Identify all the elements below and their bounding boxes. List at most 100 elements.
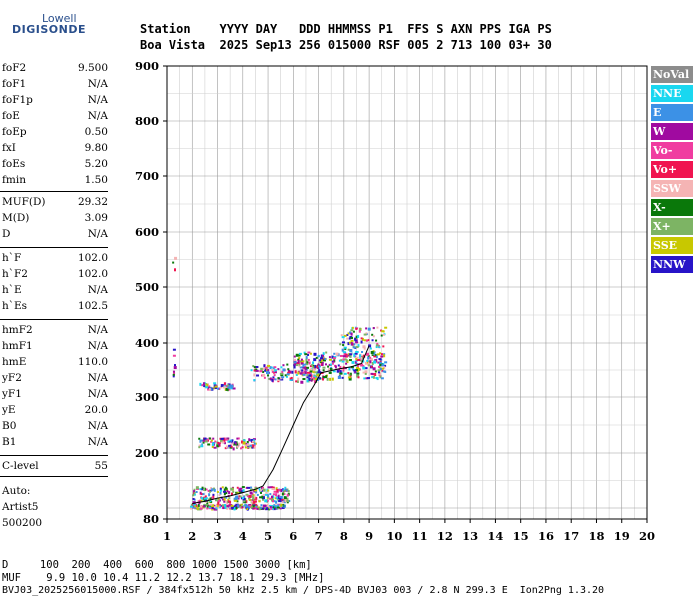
echo-point [353, 354, 356, 358]
echo-point [355, 346, 359, 349]
echo-point [367, 339, 370, 342]
param-separator [0, 319, 108, 320]
echo-point [208, 493, 211, 497]
echo-point [228, 500, 231, 503]
echo-point [245, 442, 248, 446]
x-tick-label: 13 [462, 529, 478, 543]
echo-point [380, 377, 384, 380]
echo-point [329, 367, 333, 370]
param-separator [0, 476, 108, 477]
echo-point [172, 261, 175, 264]
echo-point [226, 505, 230, 508]
echo-point [352, 346, 356, 349]
echo-point [356, 372, 360, 375]
echo-point [349, 353, 353, 356]
echo-point [230, 445, 233, 448]
echo-point [374, 353, 377, 356]
echo-point [259, 489, 262, 492]
echo-point [209, 497, 212, 500]
param-value: N/A [87, 228, 108, 240]
echo-point [371, 339, 374, 342]
echo-point [259, 496, 263, 499]
param-key: h`E [2, 284, 22, 296]
x-tick-label: 2 [188, 529, 196, 543]
echo-points [172, 256, 388, 511]
y-tick-label: 400 [135, 336, 159, 350]
echo-point [233, 507, 236, 511]
echo-point [193, 498, 196, 501]
echo-point [372, 367, 376, 371]
echo-point [350, 339, 354, 342]
echo-point [348, 353, 351, 356]
echo-point [294, 370, 297, 374]
echo-point [254, 489, 258, 492]
echo-point [328, 356, 331, 359]
param-hmf2: hmF2 N/A [2, 324, 108, 339]
echo-point [196, 506, 199, 510]
echo-point [270, 486, 274, 489]
legend-x: X- [651, 199, 693, 216]
echo-point [293, 363, 297, 366]
echo-point [373, 355, 377, 358]
echo-point [238, 490, 242, 494]
echo-point [314, 371, 318, 374]
echo-point [378, 346, 381, 349]
echo-point [211, 496, 214, 500]
echo-point [207, 498, 210, 501]
echo-point [194, 505, 197, 508]
echo-point [370, 365, 373, 368]
param-separator [0, 455, 108, 456]
echo-point [280, 366, 283, 369]
echo-point [203, 487, 206, 491]
param-key: yF1 [2, 388, 22, 400]
echo-point [338, 368, 341, 371]
echo-point [250, 506, 254, 509]
legend-vo: Vo- [651, 142, 693, 159]
echo-point [256, 374, 260, 377]
echo-point [172, 373, 175, 376]
echo-point [214, 440, 217, 443]
echo-point [219, 487, 222, 491]
echo-point [322, 352, 325, 356]
echo-point [274, 497, 277, 500]
y-tick-label: 700 [135, 169, 159, 183]
echo-point [378, 374, 381, 377]
echo-point [343, 334, 347, 337]
param-value: 9.500 [77, 62, 108, 74]
echo-point [254, 500, 257, 503]
echo-point [354, 337, 357, 341]
logo-lowell: Lowell [42, 12, 77, 25]
echo-point [360, 356, 363, 360]
echo-point [369, 347, 372, 350]
echo-point [377, 371, 380, 374]
echo-point [217, 505, 220, 509]
echo-point [301, 360, 305, 363]
echo-point [324, 358, 327, 361]
echo-point [202, 439, 206, 442]
echo-point [277, 507, 280, 510]
legend-nnw: NNW [651, 256, 693, 273]
echo-point [210, 439, 213, 442]
echo-point [279, 498, 282, 501]
echo-point [237, 437, 240, 440]
param-value: 1.50 [84, 174, 108, 186]
legend-ssw: SSW [651, 180, 693, 197]
echo-point [280, 378, 284, 381]
echo-point [313, 374, 316, 377]
echo-point [253, 373, 256, 377]
echo-point [307, 379, 310, 383]
param-key: foF1 [2, 78, 27, 90]
echo-point [371, 333, 374, 336]
echo-point [238, 495, 241, 498]
echo-point [205, 504, 209, 507]
echo-point [232, 490, 235, 493]
legend-e: E [651, 104, 693, 121]
echo-point [227, 499, 230, 502]
param-key: foEp [2, 126, 27, 138]
echo-point [229, 439, 232, 442]
echo-point [364, 370, 368, 374]
echo-point [250, 500, 253, 503]
echo-point [207, 387, 210, 391]
param-key: B0 [2, 420, 17, 432]
echo-point [193, 490, 196, 493]
